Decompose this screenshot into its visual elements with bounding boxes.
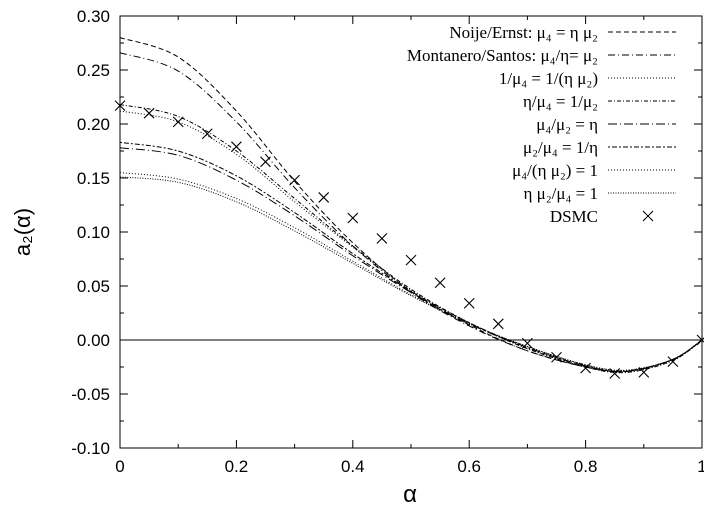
dsmc-point [522,337,533,349]
y-tick-label: 0.10 [77,223,110,242]
dsmc-point [609,368,621,379]
y-tick-label: 0.00 [77,331,110,350]
dsmc-point [551,351,562,363]
dsmc-point [172,116,184,128]
dsmc-point [289,174,300,186]
dsmc-point [667,356,679,367]
x-tick-label: 1 [697,457,704,476]
y-tick-label: 0.15 [77,169,110,188]
legend-label-series-1: Noije/Ernst: μ₄ = η μ₂ [449,23,598,42]
legend-marker-dsmc [642,210,654,222]
y-axis-label: a₂(α) [10,208,35,256]
legend-label-series-8: η μ₂/μ₄ = 1 [523,184,598,203]
series-layer [114,37,704,379]
curve-series-8 [119,176,703,371]
dsmc-point [492,318,504,330]
y-tick-label: 0.30 [77,7,110,26]
legend-label-series-6: μ₂/μ₄ = 1/η [523,138,598,157]
dsmc-point [347,212,359,224]
curve-series-3 [119,110,703,374]
dsmc-point [231,141,242,153]
x-tick-label: 0.8 [574,457,598,476]
dsmc-point [638,367,650,378]
y-tick-label: -0.10 [71,439,110,458]
dsmc-point [318,192,330,203]
x-tick-label: 0 [115,457,124,476]
dsmc-point [463,297,475,309]
curve-series-2 [119,52,703,373]
curve-series-4 [119,104,703,374]
curve-series-5 [119,147,703,373]
x-tick-label: 0.4 [341,457,365,476]
y-tick-label: 0.05 [77,277,110,296]
curve-series-6 [119,141,703,373]
dsmc-point [376,233,388,244]
dsmc-point [114,100,126,112]
x-axis-label: α [403,481,417,508]
y-tick-label: -0.05 [71,385,110,404]
dsmc-point [696,334,704,346]
dsmc-point [580,362,591,374]
ticks-layer: -0.10 -0.05 0.00 0.05 0.10 0.15 0.20 0.25 0.30 0 0… [71,7,704,476]
dsmc-point [405,254,417,266]
x-tick-label: 0.2 [225,457,249,476]
dsmc-point [143,107,155,119]
dsmc-point [434,277,446,289]
legend-label-series-2: Montanero/Santos: μ₄/η= μ₂ [407,46,598,65]
dsmc-point [260,156,271,168]
legend-label-series-7: μ₄/(η μ₂) = 1 [512,161,598,180]
y-tick-label: 0.20 [77,115,110,134]
legend-label-series-9: DSMC [550,207,598,226]
legend-label-series-5: μ₄/μ₂ = η [536,115,598,134]
dsmc-point [201,128,213,140]
legend: Noije/Ernst: μ₄ = η μ₂ Montanero/Santos: … [407,23,676,226]
y-tick-label: 0.25 [77,61,110,80]
legend-label-series-4: η/μ₄ = 1/μ₂ [523,92,598,111]
x-tick-label: 0.6 [457,457,481,476]
legend-label-series-3: 1/μ₄ = 1/(η μ₂) [499,69,598,88]
